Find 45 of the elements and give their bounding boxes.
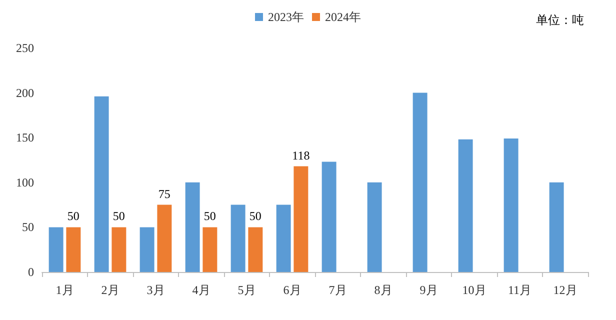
- bar: [48, 227, 64, 272]
- bar: [140, 227, 154, 272]
- x-tick-label: 3月: [146, 283, 165, 297]
- x-tick-label: 9月: [420, 283, 438, 297]
- x-tick-label: 10月: [462, 283, 486, 297]
- x-tick-label: 7月: [328, 283, 347, 297]
- data-label: 50: [67, 209, 80, 224]
- x-tick-label: 5月: [238, 283, 256, 297]
- x-tick-label: 2月: [101, 283, 120, 297]
- y-tick-label: 150: [16, 130, 34, 145]
- bar: [157, 204, 172, 272]
- x-tick-label: 6月: [283, 283, 302, 297]
- data-label: 50: [249, 209, 262, 224]
- text: 单位：吨: [536, 13, 584, 27]
- data-label: 75: [158, 186, 170, 201]
- bar: [504, 138, 518, 272]
- x-tick-label: 11月: [508, 283, 532, 297]
- bar: [367, 182, 382, 272]
- bar: [185, 182, 200, 272]
- data-label: 50: [204, 209, 216, 224]
- bar: [112, 227, 126, 272]
- bar: [230, 204, 246, 272]
- bar: [94, 96, 109, 272]
- data-label: 118: [292, 148, 310, 162]
- bar: [248, 227, 263, 272]
- x-tick-label: 1月: [56, 283, 74, 297]
- y-tick-label: 200: [16, 86, 34, 100]
- y-tick-label: 100: [16, 175, 34, 190]
- bar: [66, 227, 81, 272]
- bar: [202, 227, 218, 272]
- bar: [294, 166, 308, 272]
- x-tick-label: 12月: [553, 283, 578, 297]
- x-tick-label: 8月: [374, 283, 392, 297]
- bar: [412, 92, 428, 272]
- y-tick-label: 0: [28, 265, 34, 279]
- y-tick-label: 50: [22, 220, 34, 234]
- x-tick-label: 4月: [192, 283, 210, 297]
- legend-label: 2023年: [268, 10, 304, 24]
- bar: [549, 182, 564, 272]
- legend-label: 2024年: [325, 10, 361, 24]
- y-tick-label: 250: [16, 41, 34, 55]
- bar: [458, 139, 473, 272]
- data-label: 50: [112, 209, 125, 224]
- bar: [322, 162, 336, 272]
- bar: [276, 204, 291, 272]
